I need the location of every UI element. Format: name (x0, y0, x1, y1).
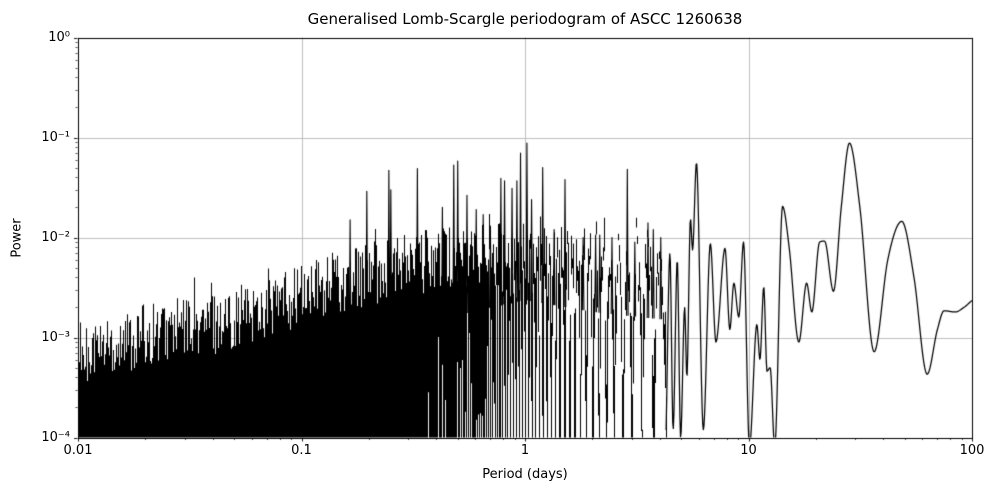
chart-title: Generalised Lomb-Scargle periodogram of … (307, 10, 743, 28)
x-tick-label: 1 (520, 443, 530, 458)
y-tick-label: 10⁻² (41, 229, 70, 245)
x-tick-label: 100 (959, 443, 985, 458)
x-tick-label: 10 (740, 443, 757, 458)
x-tick-label: 0.1 (291, 443, 312, 458)
y-tick-label: 10⁰ (48, 29, 70, 45)
y-axis-label: Power (9, 218, 25, 258)
y-tick-label: 10⁻³ (41, 329, 70, 345)
y-tick-label: 10⁻¹ (41, 129, 70, 145)
y-tick-label: 10⁻⁴ (41, 429, 70, 445)
x-axis-label: Period (days) (482, 467, 568, 482)
x-tick-label: 0.01 (63, 443, 93, 458)
